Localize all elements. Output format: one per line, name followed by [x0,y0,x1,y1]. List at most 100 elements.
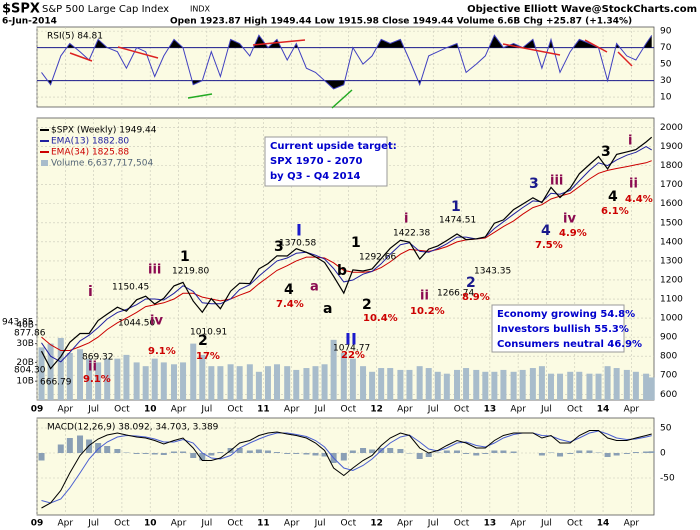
annotation: i [404,212,408,227]
annotation: 1219.80 [172,267,209,277]
legend-label: Volume 6,637,717,504 [51,159,153,169]
bar [604,453,611,457]
exchange: INDX [190,5,211,14]
bar [547,373,554,400]
x-tick-label: Oct [114,405,130,415]
bar [57,444,64,453]
x-tick-label: Jul [427,405,439,415]
bar [406,369,413,400]
bar [199,453,206,461]
bar [648,451,655,453]
x-tick-label: Jul [314,519,326,529]
y-tick-label: 1500 [660,218,683,228]
bar [160,453,167,455]
bar [77,435,84,453]
y-tick-label: 1400 [660,237,683,247]
annotation: 2 [466,275,476,291]
bar [151,358,158,400]
note-line: Current upside target: [270,141,397,152]
bar [340,353,347,400]
bar [274,452,281,453]
x-tick-label: 14 [597,519,610,529]
x-tick-label: 12 [370,405,383,415]
x-tick-label: Oct [454,405,470,415]
annotation: 8.9% [462,292,490,303]
bar [303,453,310,455]
bar [340,453,347,461]
bar [369,449,376,453]
annotation: 877.86 [14,329,46,339]
y-tick-label: 50 [660,60,672,70]
bar [66,438,73,453]
bar [255,449,262,453]
x-tick-label: 13 [484,519,497,529]
annotation: 6.1% [601,206,629,217]
annotation: 9.1% [148,346,176,357]
bar [170,451,177,453]
bar [321,453,328,457]
annotation: 666.79 [40,378,72,388]
x-tick-label: 10 [144,519,157,529]
annotation: 3 [529,176,539,192]
annotation: 3 [274,239,284,255]
legend-swatch [41,160,48,166]
annotation: 17% [196,351,220,362]
bar [463,368,470,400]
bar [557,453,564,457]
x-tick-label: 14 [597,405,610,415]
y-tick-label: 1200 [660,275,683,285]
bar [529,368,536,400]
bar [160,362,167,400]
bar [180,451,187,453]
annotation: 1474.51 [439,216,476,226]
y2-tick-label: 20B [16,358,34,368]
bar [425,368,432,400]
bar [567,453,574,454]
panel-label: RSI(5) 84.81 [47,32,103,42]
annotation: i [628,134,632,149]
bar [95,443,102,453]
bar [236,448,243,453]
bar [454,450,461,453]
bar [293,453,300,454]
bar [454,369,461,400]
bar [208,366,215,400]
line [41,160,652,351]
bar [434,452,441,453]
x-tick-label: 11 [257,405,270,415]
annotation: a [310,280,319,295]
y-tick-label: 800 [660,352,677,362]
bar [246,450,253,453]
y-tick-label: 70 [660,43,672,53]
bar [595,373,602,400]
bar [151,453,158,455]
bar [643,451,650,453]
bar [321,364,328,400]
bar [595,452,602,453]
bar [538,366,545,400]
y2-tick-label: 10B [16,377,34,387]
bar [586,373,593,400]
bar [57,337,64,400]
x-tick-label: 10 [144,405,157,415]
bar [208,453,215,456]
annotation: 3 [601,144,611,160]
bar [510,451,517,453]
bar [604,366,611,400]
y-tick-label: 1600 [660,199,683,209]
bar [632,371,639,400]
bar [613,453,620,456]
bar [123,452,130,453]
note-line: Investors bullish 55.3% [497,324,629,335]
bar [180,362,187,400]
y-tick-label: 1000 [660,314,683,324]
bar [217,452,224,453]
bar [142,453,149,454]
annotation: iii [550,174,563,189]
y-tick-label: 1100 [660,295,683,305]
annotation: 10.4% [363,313,398,324]
x-tick-label: Oct [567,405,583,415]
x-tick-label: Jul [200,405,212,415]
y-tick-label: 30 [660,76,672,86]
bar [623,369,630,400]
